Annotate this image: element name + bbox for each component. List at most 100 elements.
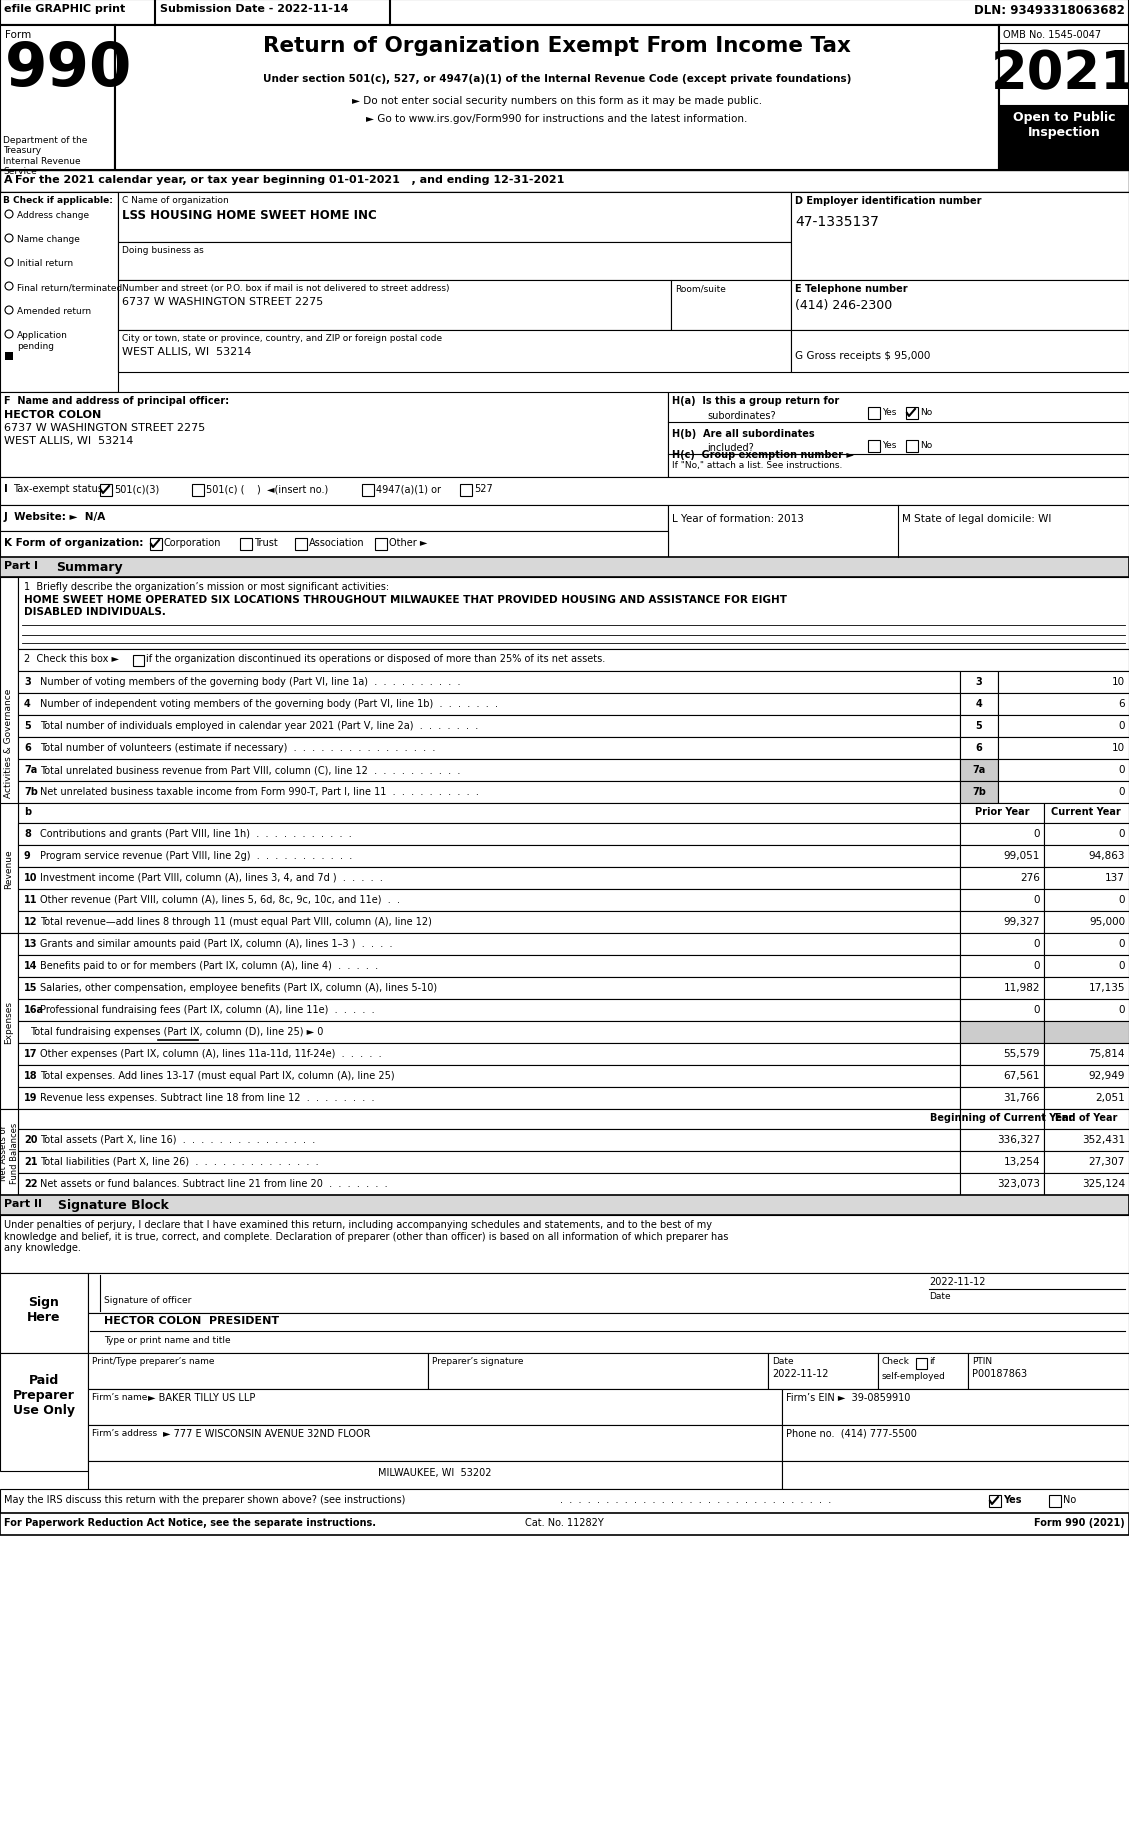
Text: Number of voting members of the governing body (Part VI, line 1a)  .  .  .  .  .: Number of voting members of the governin… bbox=[40, 677, 461, 686]
Text: Date: Date bbox=[772, 1356, 794, 1365]
Text: City or town, state or province, country, and ZIP or foreign postal code: City or town, state or province, country… bbox=[122, 333, 443, 342]
Text: D Employer identification number: D Employer identification number bbox=[795, 196, 981, 207]
Text: 0: 0 bbox=[1119, 895, 1124, 904]
Bar bbox=[668, 393, 1129, 478]
Text: 11,982: 11,982 bbox=[1004, 983, 1040, 992]
Bar bbox=[960, 845, 1044, 867]
Text: 9: 9 bbox=[24, 851, 30, 860]
Text: 95,000: 95,000 bbox=[1088, 917, 1124, 926]
Text: 13,254: 13,254 bbox=[1004, 1157, 1040, 1166]
Bar bbox=[0, 393, 668, 478]
Text: 5: 5 bbox=[975, 721, 982, 730]
Text: Form: Form bbox=[5, 29, 32, 40]
Text: ► BAKER TILLY US LLP: ► BAKER TILLY US LLP bbox=[148, 1393, 255, 1402]
Bar bbox=[119, 331, 791, 373]
Bar bbox=[968, 1352, 1129, 1389]
Text: Firm’s address: Firm’s address bbox=[91, 1427, 157, 1437]
Bar bbox=[18, 672, 960, 694]
Bar bbox=[998, 716, 1129, 737]
Bar bbox=[960, 824, 1044, 845]
Text: If "No," attach a list. See instructions.: If "No," attach a list. See instructions… bbox=[672, 461, 842, 470]
Text: ► 777 E WISCONSIN AVENUE 32ND FLOOR: ► 777 E WISCONSIN AVENUE 32ND FLOOR bbox=[163, 1427, 370, 1438]
Text: 8: 8 bbox=[24, 829, 30, 838]
Text: Association: Association bbox=[309, 538, 365, 547]
Bar bbox=[905, 408, 918, 419]
Text: 7b: 7b bbox=[972, 787, 986, 796]
Circle shape bbox=[5, 234, 14, 243]
Bar bbox=[1044, 933, 1129, 955]
Bar bbox=[18, 1043, 960, 1065]
Bar bbox=[916, 1358, 927, 1369]
Text: Room/suite: Room/suite bbox=[675, 284, 726, 293]
Bar bbox=[88, 1460, 782, 1490]
Bar bbox=[960, 716, 998, 737]
Text: Net Assets or
Fund Balances: Net Assets or Fund Balances bbox=[0, 1122, 19, 1182]
Text: 22: 22 bbox=[24, 1179, 37, 1188]
Text: P00187863: P00187863 bbox=[972, 1369, 1027, 1378]
Text: 0: 0 bbox=[1033, 1005, 1040, 1014]
Text: Total fundraising expenses (Part IX, column (D), line 25) ► 0: Total fundraising expenses (Part IX, col… bbox=[30, 1027, 323, 1036]
Text: Amended return: Amended return bbox=[17, 307, 91, 317]
Bar bbox=[18, 716, 960, 737]
Text: 2  Check this box ►: 2 Check this box ► bbox=[24, 653, 119, 664]
Text: if the organization discontinued its operations or disposed of more than 25% of : if the organization discontinued its ope… bbox=[146, 653, 605, 664]
Text: Submission Date - 2022-11-14: Submission Date - 2022-11-14 bbox=[160, 4, 349, 15]
Text: 6: 6 bbox=[975, 743, 982, 752]
Text: Firm’s EIN ►  39-0859910: Firm’s EIN ► 39-0859910 bbox=[786, 1393, 910, 1402]
Text: Contributions and grants (Part VIII, line 1h)  .  .  .  .  .  .  .  .  .  .  .: Contributions and grants (Part VIII, lin… bbox=[40, 829, 352, 838]
Text: F  Name and address of principal officer:: F Name and address of principal officer: bbox=[5, 395, 229, 406]
Circle shape bbox=[5, 307, 14, 315]
Text: Application: Application bbox=[17, 331, 68, 340]
Text: Revenue less expenses. Subtract line 18 from line 12  .  .  .  .  .  .  .  .: Revenue less expenses. Subtract line 18 … bbox=[40, 1093, 375, 1102]
Text: Doing business as: Doing business as bbox=[122, 245, 203, 254]
Text: Cat. No. 11282Y: Cat. No. 11282Y bbox=[525, 1517, 603, 1528]
Bar bbox=[18, 1087, 960, 1109]
Bar bbox=[0, 505, 668, 533]
Text: 501(c)(3): 501(c)(3) bbox=[114, 483, 159, 494]
Text: A: A bbox=[5, 176, 12, 185]
Text: 0: 0 bbox=[1119, 829, 1124, 838]
Text: 4947(a)(1) or: 4947(a)(1) or bbox=[376, 483, 441, 494]
Text: Prior Year: Prior Year bbox=[974, 807, 1030, 816]
Bar bbox=[18, 867, 960, 889]
Text: 1  Briefly describe the organization’s mission or most significant activities:: 1 Briefly describe the organization’s mi… bbox=[24, 582, 390, 591]
Text: For the 2021 calendar year, or tax year beginning 01-01-2021   , and ending 12-3: For the 2021 calendar year, or tax year … bbox=[15, 176, 564, 185]
Bar bbox=[1044, 1173, 1129, 1195]
Text: 137: 137 bbox=[1105, 873, 1124, 882]
Text: Type or print name and title: Type or print name and title bbox=[104, 1336, 230, 1345]
Bar bbox=[460, 485, 472, 496]
Text: 3: 3 bbox=[975, 677, 982, 686]
Text: Net assets or fund balances. Subtract line 21 from line 20  .  .  .  .  .  .  .: Net assets or fund balances. Subtract li… bbox=[40, 1179, 387, 1188]
Text: Professional fundraising fees (Part IX, column (A), line 11e)  .  .  .  .  .: Professional fundraising fees (Part IX, … bbox=[40, 1005, 375, 1014]
Bar bbox=[1044, 889, 1129, 911]
Text: included?: included? bbox=[707, 443, 754, 452]
Bar bbox=[782, 1460, 1129, 1490]
Text: 12: 12 bbox=[24, 917, 37, 926]
Text: Under section 501(c), 527, or 4947(a)(1) of the Internal Revenue Code (except pr: Under section 501(c), 527, or 4947(a)(1)… bbox=[263, 73, 851, 84]
Text: Under penalties of perjury, I declare that I have examined this return, includin: Under penalties of perjury, I declare th… bbox=[5, 1219, 728, 1252]
Text: Return of Organization Exempt From Income Tax: Return of Organization Exempt From Incom… bbox=[263, 37, 851, 57]
Bar bbox=[868, 408, 879, 419]
Text: Address change: Address change bbox=[17, 210, 89, 220]
Text: Date: Date bbox=[929, 1292, 951, 1301]
Text: C Name of organization: C Name of organization bbox=[122, 196, 229, 205]
Text: 55,579: 55,579 bbox=[1004, 1049, 1040, 1058]
Text: 0: 0 bbox=[1119, 939, 1124, 948]
Bar bbox=[1044, 803, 1129, 824]
Bar bbox=[878, 1352, 968, 1389]
Bar bbox=[362, 485, 374, 496]
Bar bbox=[989, 1495, 1001, 1508]
Bar bbox=[868, 441, 879, 452]
Text: H(b)  Are all subordinates: H(b) Are all subordinates bbox=[672, 428, 815, 439]
Bar bbox=[0, 1195, 1129, 1215]
Bar bbox=[18, 803, 960, 824]
Text: MILWAUKEE, WI  53202: MILWAUKEE, WI 53202 bbox=[378, 1468, 492, 1477]
Text: Yes: Yes bbox=[882, 441, 896, 450]
Text: DLN: 93493318063682: DLN: 93493318063682 bbox=[974, 4, 1124, 16]
Bar bbox=[960, 1129, 1044, 1151]
Text: efile GRAPHIC print: efile GRAPHIC print bbox=[5, 4, 125, 15]
Bar bbox=[999, 106, 1129, 170]
Text: Form 990 (2021): Form 990 (2021) bbox=[1034, 1517, 1124, 1528]
Text: HECTOR COLON: HECTOR COLON bbox=[5, 410, 102, 419]
Text: Initial return: Initial return bbox=[17, 258, 73, 267]
